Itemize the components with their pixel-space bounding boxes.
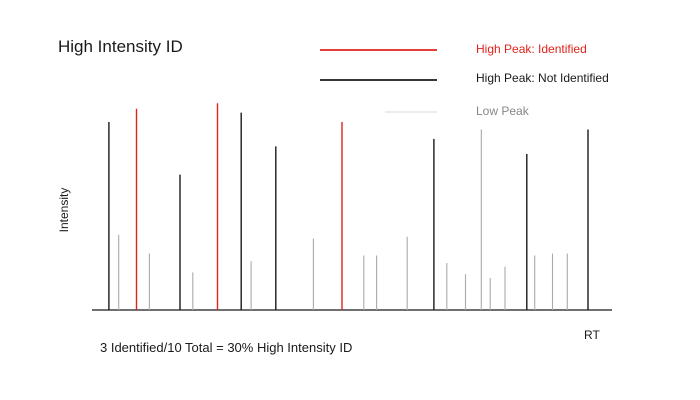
summary-caption: 3 Identified/10 Total = 30% High Intensi… [100,340,352,355]
legend: High Peak: Identified High Peak: Not Ide… [320,42,609,118]
legend-label-not-identified: High Peak: Not Identified [476,71,609,85]
peaks-group [108,103,589,310]
legend-label-low: Low Peak [476,104,530,118]
x-axis-label: RT [584,328,600,342]
y-axis-label: Intensity [57,188,71,233]
legend-label-identified: High Peak: Identified [476,42,587,56]
chart-title: High Intensity ID [58,37,183,56]
